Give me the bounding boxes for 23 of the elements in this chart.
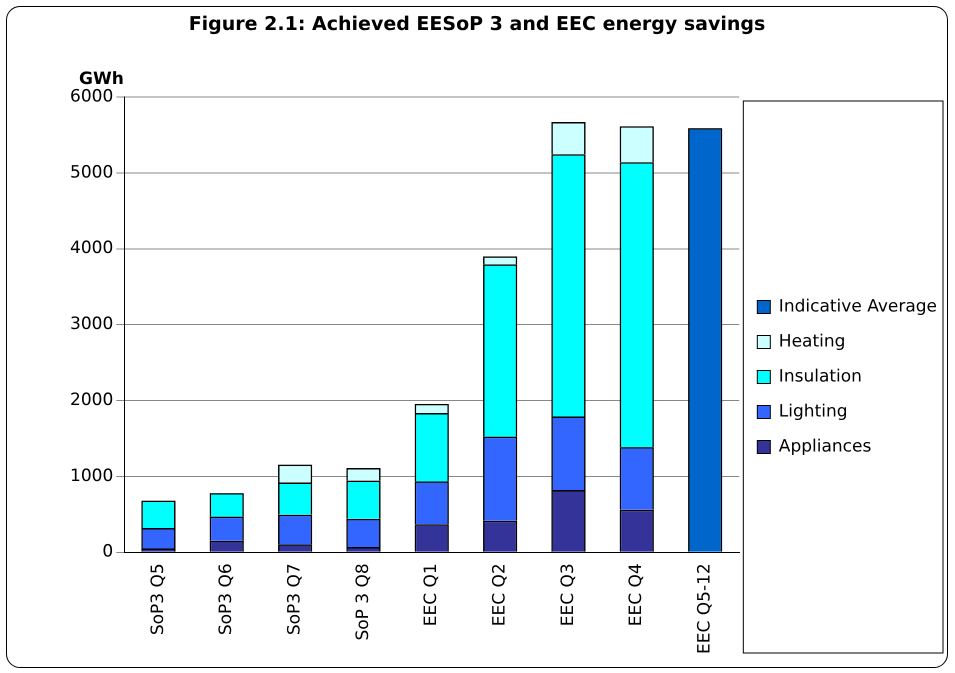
x-tick-label: EEC Q3 <box>558 563 578 626</box>
legend-label: Appliances <box>778 436 872 456</box>
x-tick-label: EEC Q2 <box>490 563 510 626</box>
y-tick-label: 1000 <box>70 466 114 486</box>
x-tick-label: EEC Q5-12 <box>694 563 715 654</box>
x-tick-label: EEC Q4 <box>626 563 646 626</box>
legend-label: Heating <box>778 331 846 352</box>
x-tick-label: SoP 3 Q8 <box>352 563 373 641</box>
y-tick-label: 3000 <box>70 314 114 334</box>
legend-label: Indicative Average <box>778 296 938 316</box>
x-tick-label: SoP3 Q7 <box>284 563 305 636</box>
y-tick-label: 5000 <box>70 162 114 182</box>
legend-label: Lighting <box>778 401 848 422</box>
x-tick-label: SoP3 Q6 <box>216 563 236 636</box>
x-tick-label: SoP3 Q5 <box>148 563 168 636</box>
y-tick-label: 4000 <box>70 238 114 258</box>
legend-label: Insulation <box>778 366 862 386</box>
y-axis-title: GWh <box>79 69 124 89</box>
y-tick-label: 6000 <box>70 86 114 106</box>
x-tick-label: EEC Q1 <box>421 563 442 626</box>
y-tick-label: 0 <box>102 542 114 562</box>
chart-title: Figure 2.1: Achieved EESoP 3 and EEC energy savings <box>188 13 766 35</box>
y-tick-label: 2000 <box>70 390 114 410</box>
